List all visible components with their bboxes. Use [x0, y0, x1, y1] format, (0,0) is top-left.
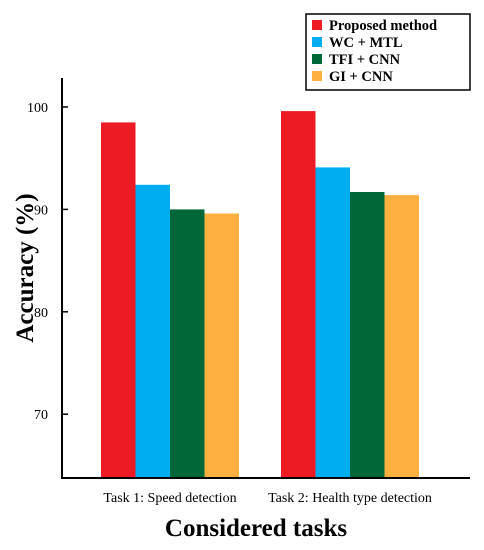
y-axis-title: Accuracy (%): [12, 193, 39, 342]
bar-tfi-cnn-task-1: [170, 209, 205, 478]
legend-swatch: [312, 71, 322, 81]
x-category-label: Task 2: Health type detection: [268, 491, 432, 506]
bar-wc-mtl-task-1: [135, 184, 170, 479]
y-ticks-group: 70 80 90 100: [27, 101, 68, 423]
axes-group: [61, 78, 470, 479]
legend-label: WC + MTL: [329, 35, 403, 51]
bar-proposed-method-task-1: [101, 122, 136, 479]
y-tick-label: 90: [34, 203, 48, 218]
legend-swatch: [312, 20, 322, 30]
bars-group: [101, 111, 419, 479]
legend-label: Proposed method: [329, 18, 437, 34]
bar-tfi-cnn-task-2: [350, 192, 385, 478]
y-tick-label: 80: [34, 306, 48, 321]
legend-label: GI + CNN: [329, 69, 393, 85]
bar-gi-cnn-task-2: [384, 195, 419, 478]
legend-swatch: [312, 37, 322, 47]
legend-label: TFI + CNN: [329, 52, 401, 68]
y-tick-label: 100: [27, 101, 48, 116]
bar-proposed-method-task-2: [281, 111, 316, 478]
category-labels-group: Task 1: Speed detection Task 2: Health ty…: [103, 491, 432, 506]
bar-gi-cnn-task-1: [204, 213, 239, 478]
legend-box: [305, 13, 471, 91]
bar-wc-mtl-task-2: [315, 167, 350, 478]
x-category-label: Task 1: Speed detection: [103, 491, 236, 506]
x-axis-title: Considered tasks: [165, 515, 347, 542]
legend-swatch: [312, 54, 322, 64]
y-tick-label: 70: [34, 408, 48, 423]
